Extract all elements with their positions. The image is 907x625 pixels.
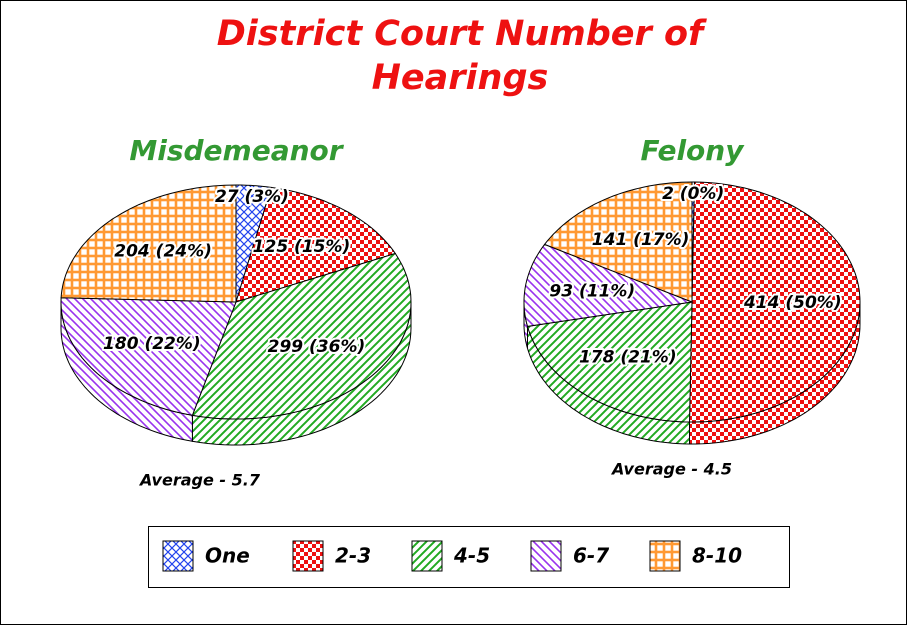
legend-label: 2-3 [335, 544, 371, 568]
legend-label: 4-5 [453, 544, 490, 568]
pie-title: Felony [641, 134, 746, 167]
annotation: Average - 4.5 [610, 460, 732, 479]
legend-swatch [162, 540, 194, 572]
pie-slice [688, 181, 861, 423]
data-label: 125 (15%) [253, 237, 351, 257]
chart-title: District Court Number of Hearings [216, 14, 704, 98]
pie-slice [60, 184, 237, 303]
pie-slice [543, 181, 693, 303]
data-label: 93 (11%) [549, 281, 635, 301]
legend-box [148, 526, 790, 588]
pie-title: Misdemeanor [129, 134, 344, 167]
legend-label: 6-7 [573, 544, 609, 568]
legend-swatch [530, 540, 562, 572]
legend-swatch [411, 540, 443, 572]
data-label: 2 (0%) [662, 184, 724, 204]
pie-slice [60, 297, 237, 416]
data-label: 204 (24%) [114, 241, 212, 261]
legend-label: One [205, 544, 250, 568]
data-label: 141 (17%) [592, 230, 690, 250]
legend-label: 8-10 [692, 544, 742, 568]
pie-slice [235, 186, 397, 303]
pie-slice [526, 301, 693, 423]
annotation: Average - 5.7 [138, 471, 261, 490]
data-label: 178 (21%) [579, 348, 677, 368]
data-label: 414 (50%) [743, 293, 842, 313]
pie-slice [191, 252, 412, 420]
legend-swatch [292, 540, 324, 572]
data-label: 180 (22%) [103, 334, 201, 354]
data-label: 299 (36%) [268, 337, 366, 357]
pie-slice [523, 243, 694, 327]
data-label: 27 (3%) [215, 187, 289, 207]
legend-swatch [649, 540, 681, 572]
